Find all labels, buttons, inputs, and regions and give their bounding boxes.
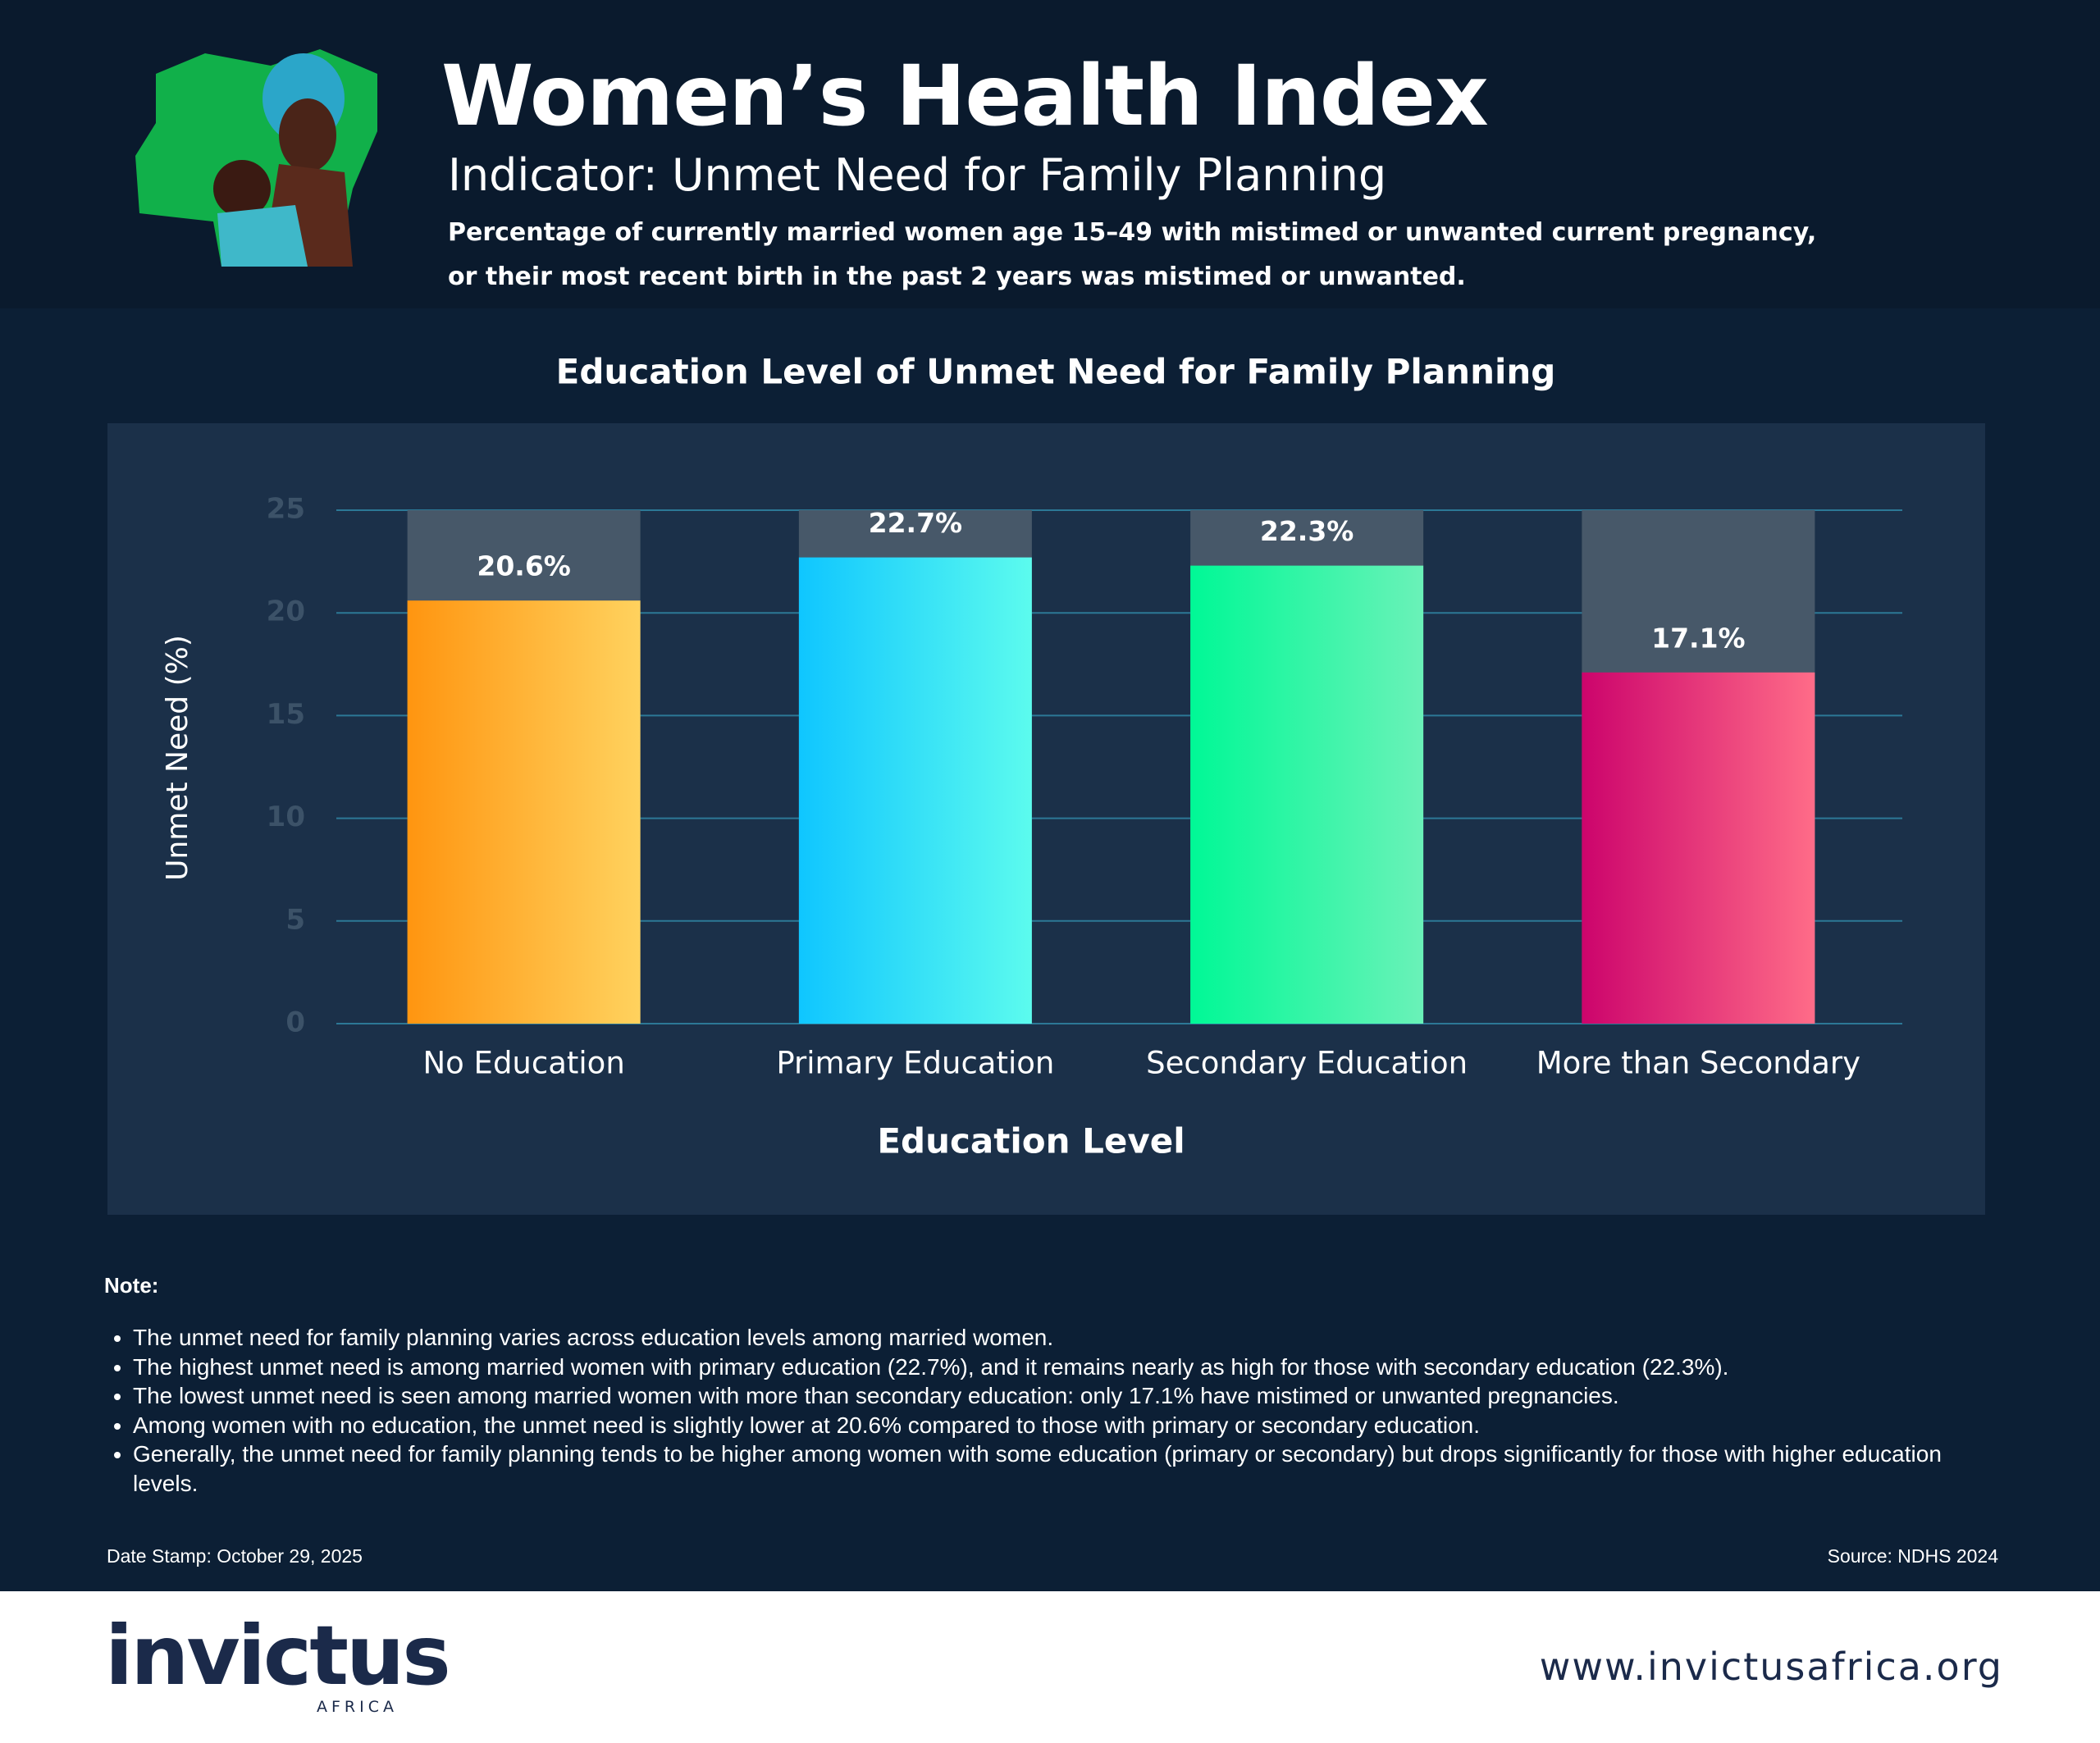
bar: [1582, 672, 1815, 1024]
x-tick-label: Primary Education: [776, 1046, 1054, 1081]
value-label: 20.6%: [477, 550, 571, 582]
chart: Education Level of Unmet Need for Family…: [107, 352, 1985, 1215]
note-item: The highest unmet need is among married …: [133, 1353, 2007, 1382]
value-label: 17.1%: [1651, 622, 1746, 654]
description: Percentage of currently married women ag…: [448, 218, 1817, 247]
notes-list: The unmet need for family planning varie…: [104, 1323, 2007, 1498]
x-tick-label: Secondary Education: [1146, 1046, 1468, 1081]
website: www.invictusafrica.org: [1539, 1645, 2003, 1689]
face: [279, 98, 336, 172]
y-tick-label: 20: [267, 595, 305, 628]
footer: [0, 1591, 2100, 1743]
note-item: Generally, the unmet need for family pla…: [133, 1440, 2007, 1498]
notes: Note: The unmet need for family planning…: [104, 1273, 2007, 1498]
y-tick-label: 0: [285, 1006, 305, 1039]
bar: [1190, 565, 1424, 1024]
y-tick-label: 10: [267, 801, 305, 833]
note-item: The lowest unmet need is seen among marr…: [133, 1381, 2007, 1411]
note-item: Among women with no education, the unmet…: [133, 1411, 2007, 1440]
child-body: [217, 205, 308, 267]
description: or their most recent birth in the past 2…: [448, 262, 1466, 291]
date-stamp: Date Stamp: October 29, 2025: [107, 1545, 363, 1567]
notes-title: Note:: [104, 1273, 159, 1298]
y-tick-label: 25: [267, 493, 305, 526]
value-label: 22.3%: [1260, 515, 1354, 547]
bar: [798, 557, 1032, 1024]
child-head: [213, 160, 271, 217]
note-item: The unmet need for family planning varie…: [133, 1323, 2007, 1353]
x-axis-label: Education Level: [877, 1121, 1185, 1161]
x-tick-label: No Education: [422, 1046, 624, 1081]
bar: [407, 600, 641, 1024]
y-axis-label: Unmet Need (%): [161, 635, 194, 881]
logo: invictus: [105, 1608, 451, 1704]
header-illustration: [135, 49, 377, 267]
value-label: 22.7%: [869, 507, 963, 539]
chart-title: Education Level of Unmet Need for Family…: [556, 352, 1556, 392]
subtitle: Indicator: Unmet Need for Family Plannin…: [448, 149, 1387, 201]
y-tick-label: 5: [285, 903, 305, 936]
y-tick-label: 15: [267, 698, 305, 731]
title: Women’s Health Index: [441, 48, 1489, 145]
source: Source: NDHS 2024: [1827, 1545, 1998, 1567]
logo-subtitle: AFRICA: [317, 1698, 398, 1716]
x-tick-label: More than Secondary: [1536, 1046, 1860, 1081]
